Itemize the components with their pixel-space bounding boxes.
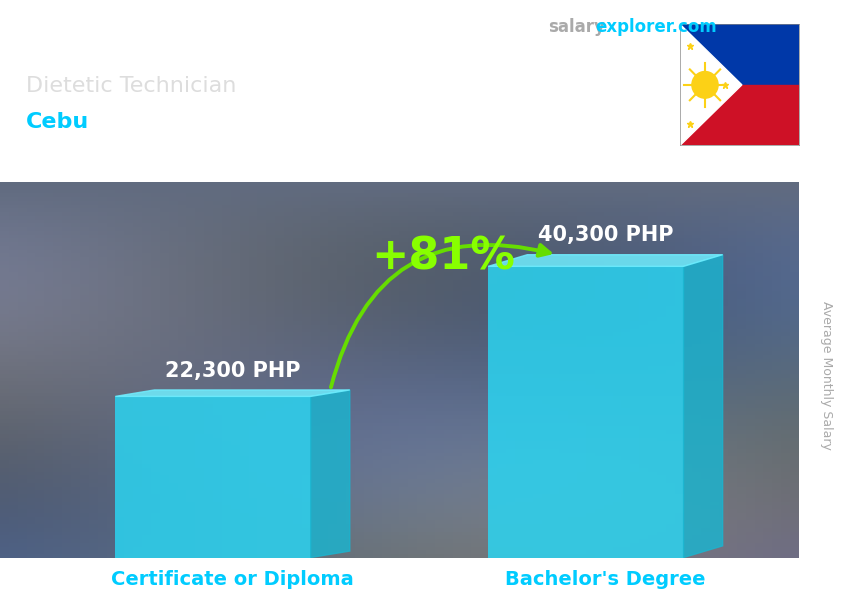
Polygon shape — [683, 255, 722, 558]
Text: salary: salary — [548, 18, 605, 36]
Text: Salary Comparison By Education: Salary Comparison By Education — [26, 18, 636, 51]
Text: Certificate or Diploma: Certificate or Diploma — [111, 570, 354, 588]
Text: Dietetic Technician: Dietetic Technician — [26, 76, 235, 96]
Text: explorer.com: explorer.com — [595, 18, 717, 36]
Text: 40,300 PHP: 40,300 PHP — [538, 225, 673, 245]
Polygon shape — [311, 390, 350, 558]
Polygon shape — [680, 85, 799, 145]
Text: +81%: +81% — [371, 236, 515, 279]
Polygon shape — [488, 255, 722, 267]
Polygon shape — [116, 390, 350, 396]
Bar — [488, 267, 683, 558]
Text: 22,300 PHP: 22,300 PHP — [165, 361, 300, 381]
Text: Average Monthly Salary: Average Monthly Salary — [820, 301, 833, 450]
Text: Bachelor's Degree: Bachelor's Degree — [505, 570, 706, 588]
Text: Cebu: Cebu — [26, 112, 88, 132]
Bar — [116, 396, 311, 558]
Polygon shape — [680, 24, 799, 85]
Polygon shape — [680, 24, 742, 145]
Circle shape — [692, 72, 718, 98]
